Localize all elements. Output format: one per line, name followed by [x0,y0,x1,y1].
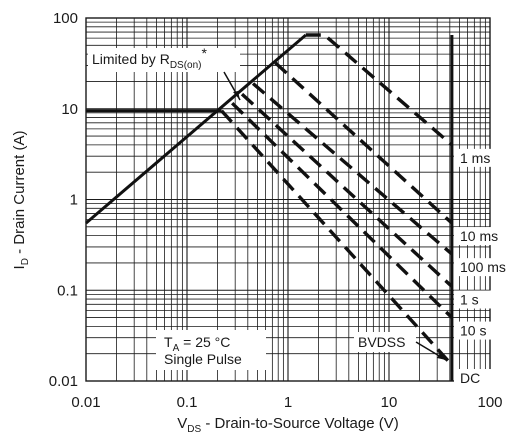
series-100-ms [251,82,454,256]
y-tick-label: 100 [53,10,78,27]
curves [85,33,454,381]
bvdss-arrowhead [437,353,446,360]
curve-label-bg [454,227,514,246]
curve-label: 1 s [460,291,479,307]
y-axis-label-sub: D [20,258,31,265]
limited-by-sub: DS(on) [170,60,202,71]
limited-by-label-bg [88,48,240,72]
curve-label-bg [454,258,514,277]
series-10-ms [274,61,454,225]
limited-by-arrowhead [233,91,240,100]
series-1-s [240,92,454,288]
y-tick-label: 0.1 [57,282,78,299]
x-tick-label: 1 [284,394,292,411]
series-1-ms [305,33,454,147]
x-tick-label: 0.01 [71,394,100,411]
grid [86,18,490,381]
series-10-s [231,101,454,319]
y-axis-label: ID - Drain Current (A) [11,131,31,270]
y-tick-label: 10 [61,101,78,118]
curve-labels: 1 ms 10 ms 100 ms 1 s 10 s DC [454,148,514,388]
x-tick-label: 10 [381,394,398,411]
curve-label: DC [460,370,480,386]
ta-sub: A [173,343,180,354]
curve-label-bg [454,148,514,167]
y-tick-labels: 0.01 0.1 1 10 100 [49,10,78,390]
x-tick-label: 100 [477,394,502,411]
series-dc [220,109,454,367]
curve-label: 10 s [460,323,486,339]
x-axis-label-rest: - Drain-to-Source Voltage (V) [201,415,399,432]
bvdss-annotation: BVDSS [358,334,405,350]
x-axis-label-main: V [177,415,187,432]
x-tick-labels: 0.01 0.1 1 10 100 [71,394,502,411]
x-axis-label-sub: DS [187,424,201,435]
y-tick-label: 0.01 [49,373,78,390]
limited-by-star: * [202,45,208,61]
curve-label: 100 ms [460,259,506,275]
plot-frame [85,17,491,382]
curve-label-bg [454,290,514,309]
single-pulse-annotation: Single Pulse [164,351,242,367]
series-limited-by-rds-on [85,33,307,225]
curve-label: 10 ms [460,228,498,244]
curve-label-bg [454,321,514,340]
ta-value: = 25 °C [179,334,230,350]
y-axis-label-rest: - Drain Current (A) [11,131,28,259]
conditions-label-bg [156,330,266,370]
y-axis-label-main: I [11,265,28,269]
curve-label: 1 ms [460,150,490,166]
ta-annotation: TA = 25 °C [164,334,230,354]
limited-by-text: Limited by R [92,51,170,67]
curve-label-bg [454,369,514,388]
limited-by-annotation: Limited by RDS(on)* [92,45,208,71]
x-axis-label: VDS - Drain-to-Source Voltage (V) [177,415,399,435]
bvdss-label-bg [354,332,416,352]
x-tick-label: 0.1 [177,394,198,411]
y-tick-label: 1 [70,192,78,209]
ta-text: T [164,334,173,350]
